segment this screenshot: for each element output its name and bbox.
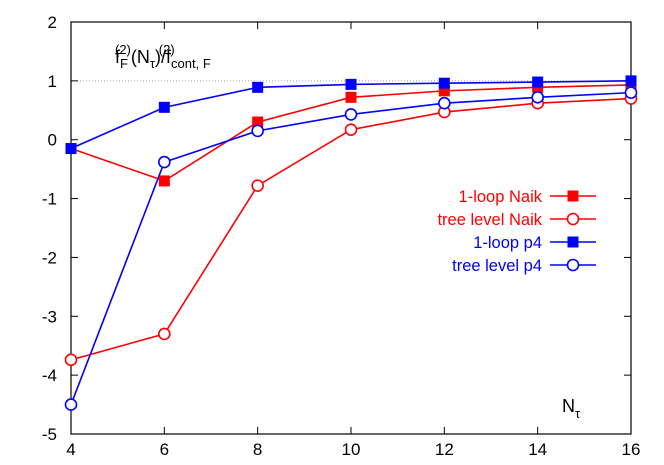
data-point-marker <box>625 75 637 87</box>
x-tick-label: 12 <box>435 440 454 459</box>
data-point-marker <box>65 143 77 155</box>
data-point-marker <box>64 353 78 367</box>
data-point-marker <box>158 327 171 341</box>
data-point-marker <box>344 108 358 121</box>
data-point-marker <box>531 91 544 104</box>
series-group <box>64 75 638 411</box>
series-line <box>70 91 632 405</box>
y-tick-label: -4 <box>42 366 57 385</box>
data-point-marker <box>158 101 170 113</box>
data-point-marker <box>251 179 264 192</box>
y-tick-label: 0 <box>48 131 57 150</box>
legend-item: 1-loop Naik <box>459 188 596 206</box>
x-tick-label: 4 <box>66 440 75 459</box>
data-point-marker <box>64 398 78 411</box>
data-point-marker <box>344 123 358 137</box>
data-point-marker <box>251 124 264 138</box>
data-point-marker <box>567 190 579 202</box>
data-point-marker <box>345 91 357 103</box>
data-point-marker <box>566 212 580 226</box>
data-point-marker <box>438 85 450 97</box>
x-tick-label: 8 <box>253 440 262 459</box>
legend-label: 1-loop p4 <box>473 234 542 252</box>
series-line <box>70 97 632 361</box>
series <box>64 86 638 411</box>
data-point-marker <box>532 76 544 88</box>
y-tick-label: -5 <box>42 425 57 444</box>
y-tick-label: -3 <box>42 307 57 326</box>
x-tick-label: 16 <box>622 440 641 459</box>
x-tick-label: 6 <box>160 440 169 459</box>
data-point-marker <box>158 175 170 187</box>
y-tick-label: 2 <box>48 13 57 32</box>
series <box>64 92 638 367</box>
x-annotation: Nτ <box>562 396 581 421</box>
legend-item: tree level p4 <box>452 257 596 275</box>
data-point-marker <box>158 155 171 169</box>
y-tick-label: -1 <box>42 190 57 209</box>
legend-label: tree level p4 <box>452 257 542 275</box>
data-point-marker <box>624 86 638 99</box>
data-point-marker <box>345 78 357 90</box>
x-tick-label: 10 <box>342 440 361 459</box>
data-point-marker <box>438 96 451 110</box>
legend-item: tree level Naik <box>437 211 596 229</box>
legend-label: 1-loop Naik <box>459 188 543 206</box>
y-tick-label: -2 <box>42 248 57 267</box>
series <box>65 75 637 155</box>
legend: 1-loop Naik tree level Naik 1-loop p4 tree … <box>437 188 596 275</box>
legend-label: tree level Naik <box>437 211 542 229</box>
data-point-marker <box>252 81 264 93</box>
data-point-marker <box>567 236 579 248</box>
y-annotation: fF(2)(Nτ)/fcont, F(2) <box>115 42 211 71</box>
x-tick-label: 14 <box>528 440 547 459</box>
y-tick-label: 1 <box>48 72 57 91</box>
data-point-marker <box>252 116 264 128</box>
legend-item: 1-loop p4 <box>473 234 596 252</box>
data-point-marker <box>438 77 450 89</box>
data-point-marker <box>566 258 580 272</box>
